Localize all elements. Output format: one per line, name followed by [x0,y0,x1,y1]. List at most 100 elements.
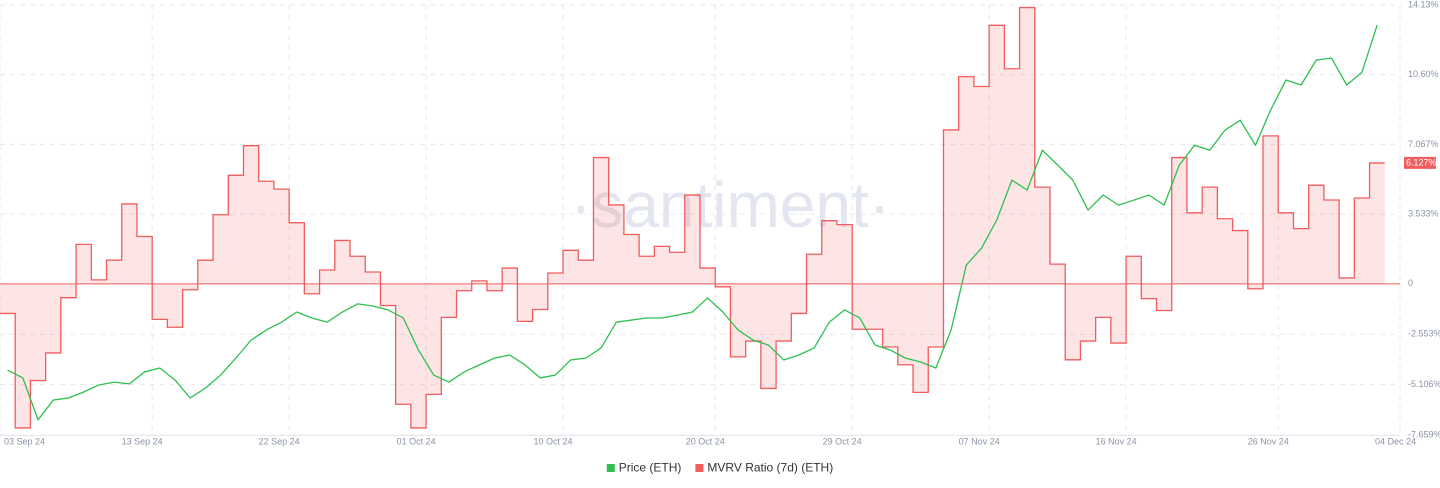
mvrv-area [319,270,335,284]
x-tick-label: 13 Sep 24 [122,436,163,446]
mvrv-line [0,6,1385,429]
mvrv-area [867,283,883,330]
mvrv-area [684,195,700,284]
legend-label: MVRV Ratio (7d) (ETH) [707,461,833,475]
price-line [7,24,1378,421]
axes: 14.13% 10.60% 7.067% 3.533% 0 -2.553% -5.106% -… [0,0,1440,446]
legend-swatch [606,464,615,472]
mvrv-area [791,283,807,314]
mvrv-area [1019,7,1035,284]
mvrv-area [1339,277,1355,284]
mvrv-area [334,240,350,284]
x-tick-label: 03 Sep 24 [4,436,45,446]
y-tick-label: -5.106% [1408,379,1440,389]
legend-swatch [695,464,704,472]
mvrv-area [243,145,259,284]
y-tick-label: 7.067% [1408,139,1439,149]
mvrv-area [517,283,533,322]
mvrv-area [669,252,685,284]
mvrv-area [1050,264,1066,284]
mvrv-area [1293,228,1309,284]
mvrv-area [136,236,153,284]
mvrv-area [365,272,381,284]
mvrv-area [228,175,244,284]
mvrv-area [15,283,31,428]
mvrv-area [882,283,898,348]
mvrv-area [91,279,107,284]
legend: Price (ETH) MVRV Ratio (7d) (ETH) [606,461,833,475]
mvrv-area [1217,218,1233,284]
mvrv-area [30,283,46,381]
mvrv-area [593,157,609,284]
mvrv-area [0,283,16,314]
mvrv-area [943,129,959,284]
mvrv-area [152,283,168,320]
mvrv-area [973,86,990,284]
mvrv-area [441,283,457,318]
mvrv-area [410,283,427,428]
y-tick-label: -7.659% [1408,429,1440,439]
mvrv-area [182,283,198,290]
mvrv-area [608,204,624,284]
mvrv-area [913,283,929,393]
mvrv-area [1278,212,1294,284]
mvrv-area [380,283,396,306]
y-tick-label: 3.533% [1408,209,1439,219]
mvrv-area [121,203,137,284]
value-badge [1404,156,1436,169]
mvrv-area [745,283,761,342]
mvrv-area [1156,283,1172,311]
mvrv-area [1369,162,1385,284]
x-tick-label: 20 Oct 24 [686,436,725,446]
mvrv-area [197,260,214,284]
mvrv-area [1263,135,1279,284]
y-tick-label: -2.553% [1408,329,1440,339]
mvrv-area [1202,187,1218,284]
value-badge-label: 6.127% [1406,157,1437,167]
mvrv-area [106,260,122,284]
mvrv-area [654,246,670,284]
mvrv-area [213,214,229,284]
mvrv-area [486,283,503,291]
mvrv-area [273,189,290,284]
legend-label: Price (ETH) [619,461,682,475]
mvrv-area [1323,199,1340,284]
mvrv-area [76,244,92,284]
x-tick-label: 10 Oct 24 [534,436,573,446]
mvrv-area [958,76,974,284]
mvrv-area [1354,198,1370,284]
x-tick-label: 29 Oct 24 [823,436,862,446]
x-tick-label: 26 Nov 24 [1248,436,1289,446]
mvrv-area [989,25,1005,284]
mvrv-area [1004,68,1020,284]
mvrv-area [1247,283,1264,289]
x-tick-label: 01 Oct 24 [397,436,436,446]
data [0,6,1385,429]
mvrv-area [1080,283,1096,342]
mvrv-area [715,283,731,287]
mvrv-area [45,283,61,353]
mvrv-area [639,256,655,284]
mvrv-area [1232,230,1248,284]
mvrv-area [852,283,868,330]
mvrv-area [1034,187,1050,284]
mvrv-area [456,283,472,291]
x-tick-label: 07 Nov 24 [959,436,1000,446]
mvrv-area [1095,283,1111,318]
mvrv-area [897,283,914,365]
mvrv-area [547,272,564,284]
mvrv-area [350,256,366,284]
x-tick-label: 04 Dec 24 [1375,436,1416,446]
mvrv-area [1126,256,1142,284]
mvrv-area [1065,283,1081,360]
y-tick-label: 14.13% [1408,0,1439,9]
mvrv-area [836,224,853,284]
mvrv-area [1186,212,1203,284]
mvrv-area [928,283,944,348]
mvrv-area [760,283,777,389]
mvrv-area [1308,185,1324,284]
mvrv-area [60,283,77,298]
mvrv-area [395,283,411,405]
